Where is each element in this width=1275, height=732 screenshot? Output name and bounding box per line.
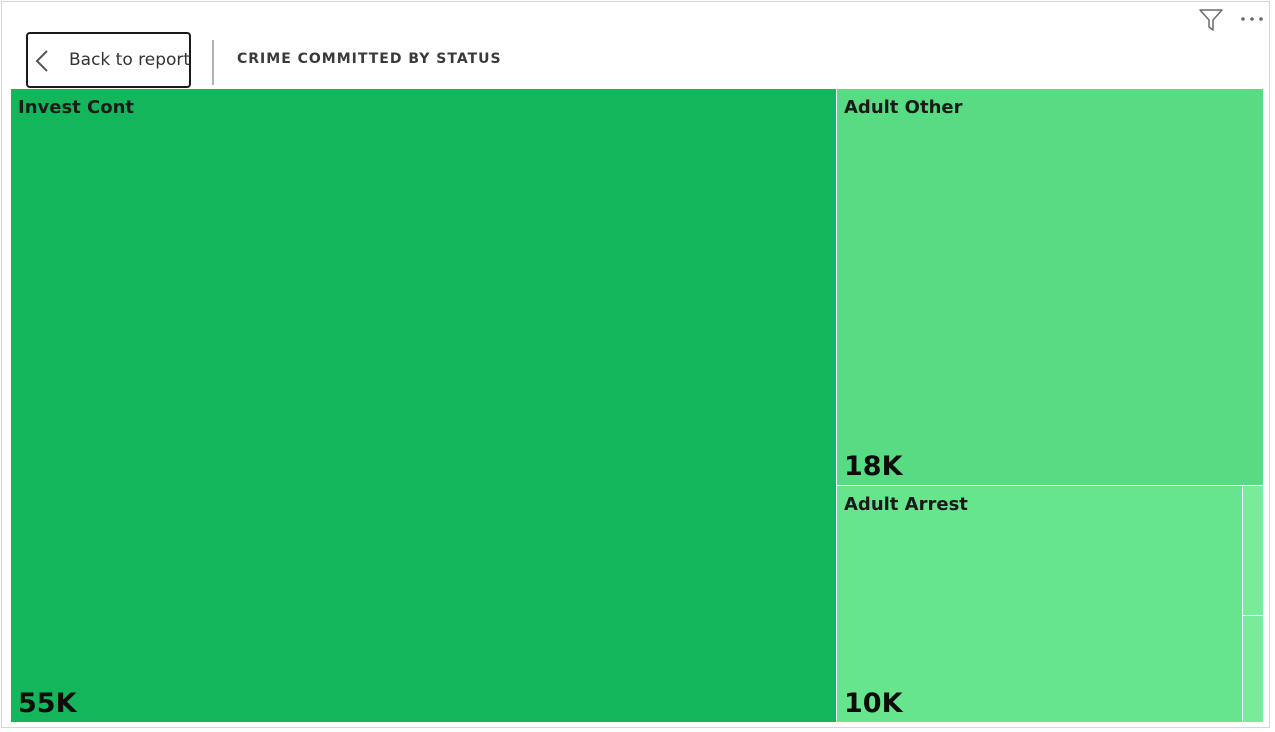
treemap-tile-label: Adult Arrest	[844, 494, 968, 515]
filter-icon[interactable]	[1198, 8, 1224, 32]
header-divider	[212, 40, 214, 85]
treemap-tile[interactable]	[1243, 616, 1263, 722]
treemap-tile[interactable]	[1243, 486, 1263, 615]
more-options-icon[interactable]	[1240, 12, 1266, 26]
visual-title: CRIME COMMITTED BY STATUS	[237, 51, 502, 67]
treemap-tile-value: 18K	[844, 451, 903, 482]
treemap-tile[interactable]: Adult Other 18K	[837, 89, 1263, 485]
back-to-report-label: Back to report	[69, 50, 191, 70]
treemap-tile-label: Invest Cont	[18, 97, 135, 118]
treemap-tile[interactable]: Invest Cont 55K	[11, 89, 836, 722]
treemap-tile-label: Adult Other	[844, 97, 963, 118]
treemap-tile[interactable]: Adult Arrest 10K	[837, 486, 1242, 722]
back-to-report-button[interactable]: Back to report	[26, 32, 191, 88]
treemap-tile-value: 10K	[844, 688, 903, 719]
chevron-left-icon	[35, 50, 48, 72]
treemap-tile-value: 55K	[18, 688, 77, 719]
